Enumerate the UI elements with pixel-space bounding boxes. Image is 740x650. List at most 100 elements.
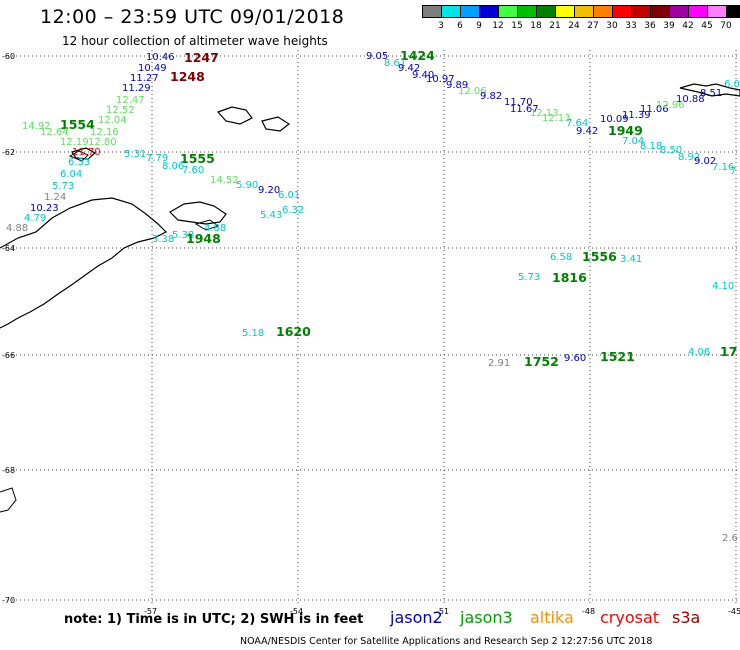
legend-tick-label: 15	[511, 21, 523, 31]
wave-height-label: 9.40	[412, 70, 434, 81]
wave-height-label: 11.70	[504, 97, 533, 108]
wave-height-label: 5.73	[518, 272, 540, 283]
wave-height-label: 5.31	[124, 149, 146, 160]
legend-tick-label: 30	[606, 21, 618, 31]
wave-height-label: 8.51	[700, 88, 722, 99]
time-label: 1247	[184, 50, 219, 65]
wave-height-label: 3.38	[152, 234, 174, 245]
antarctic-peninsula	[0, 197, 168, 329]
wave-height-label: 11.70	[72, 147, 101, 158]
legend-swatch	[441, 5, 460, 18]
legend-swatch	[574, 5, 593, 18]
longitude-label: -45	[728, 607, 740, 616]
legend-swatch	[517, 5, 536, 18]
wave-height-label: 5.38	[172, 230, 194, 241]
wave-height-label: 4.88	[6, 223, 28, 234]
latitude-label: -68	[2, 466, 15, 475]
legend-swatch	[612, 5, 631, 18]
time-label: 1620	[276, 324, 311, 339]
wave-height-label: 12.13	[530, 108, 559, 119]
island-king-george	[216, 106, 253, 125]
legend-tick-label: 21	[549, 21, 561, 31]
footer-note: note: 1) Time is in UTC; 2) SWH is in fe…	[64, 612, 364, 627]
wave-height-label: 3.41	[620, 254, 642, 265]
wave-height-label: 10.23	[30, 203, 59, 214]
wave-height-label: 5.73	[52, 181, 74, 192]
legend-tick-label: 27	[587, 21, 599, 31]
legend-swatch	[669, 5, 688, 18]
wave-height-label: 6.58	[550, 252, 572, 263]
wave-height-label: 7.79	[146, 153, 168, 164]
wave-height-label: 11.27	[130, 73, 159, 84]
legend-swatch	[555, 5, 574, 18]
wave-height-label: 9.60	[564, 353, 586, 364]
longitude-label: -48	[582, 607, 595, 616]
time-label: 1521	[600, 349, 635, 364]
wave-height-label: 12.96	[656, 100, 685, 111]
time-label: 1949	[608, 123, 643, 138]
wave-height-label: 12.19	[60, 137, 89, 148]
wave-height-label: 10.88	[676, 94, 705, 105]
color-legend	[422, 5, 740, 18]
legend-swatch	[688, 5, 707, 18]
island-elephant	[68, 150, 89, 162]
legend-tick-label: 36	[644, 21, 656, 31]
wave-height-label: 4.10	[712, 281, 734, 292]
wave-height-label: 7.64	[566, 118, 588, 129]
wave-height-label: 12.06	[458, 86, 487, 97]
wave-height-label: 6.01	[278, 190, 300, 201]
wave-height-label: 11.29	[122, 83, 151, 94]
time-label: 17	[720, 344, 737, 359]
wave-height-label: 12.52	[106, 105, 135, 116]
legend-tick-label: 33	[625, 21, 637, 31]
wave-height-label: 8.18	[640, 141, 662, 152]
satellite-cryosat: cryosat	[600, 608, 660, 627]
legend-tick-label: 39	[663, 21, 675, 31]
legend-swatch	[650, 5, 669, 18]
latitude-label: -70	[2, 596, 15, 605]
wave-height-label: 14.92	[22, 121, 51, 132]
latitude-label: -60	[2, 52, 15, 61]
wave-height-label: 8.61	[384, 58, 406, 69]
legend-tick-label: 6	[457, 21, 463, 31]
legend-tick-label: 42	[682, 21, 694, 31]
wave-height-label: 8.06	[162, 161, 184, 172]
legend-tick-label: 9	[476, 21, 482, 31]
latitude-label: -64	[2, 244, 15, 253]
wave-height-label: 6.32	[282, 205, 304, 216]
wave-height-label: 7.60	[182, 165, 204, 176]
wave-height-label: 10.97	[426, 74, 455, 85]
island-joinville	[169, 201, 227, 225]
wave-height-label: 12.47	[116, 95, 145, 106]
satellite-altika: altika	[530, 608, 574, 627]
legend-swatch	[479, 5, 498, 18]
satellite-s3a: s3a	[672, 608, 701, 627]
wave-height-label: 7	[730, 166, 736, 177]
wave-height-label: 10.49	[138, 63, 167, 74]
wave-height-label: 11.39	[622, 110, 651, 121]
wave-height-label: 8.50	[660, 145, 682, 156]
wave-height-label: 4.06	[688, 347, 710, 358]
satellite-jason3: jason3	[460, 608, 513, 627]
legend-tick-label: 3	[438, 21, 444, 31]
longitude-label: -57	[144, 607, 157, 616]
legend-swatch	[422, 5, 441, 18]
credit-line: NOAA/NESDIS Center for Satellite Applica…	[240, 636, 653, 647]
time-label: 1248	[170, 69, 205, 84]
time-label: 1752	[524, 354, 559, 369]
time-label: 1555	[180, 151, 215, 166]
wave-height-label: 4.79	[24, 213, 46, 224]
map-subtitle: 12 hour collection of altimeter wave hei…	[62, 34, 328, 48]
legend-swatch	[536, 5, 555, 18]
wave-height-label: 12.04	[98, 115, 127, 126]
legend-tick-label: 18	[530, 21, 542, 31]
wave-height-label: 10.46	[146, 52, 175, 63]
wave-height-label: 11.06	[640, 104, 669, 115]
latitude-label: -66	[2, 351, 15, 360]
legend-swatch	[726, 5, 740, 18]
island-south-orkney	[679, 83, 740, 97]
latitude-label: -62	[2, 148, 15, 157]
